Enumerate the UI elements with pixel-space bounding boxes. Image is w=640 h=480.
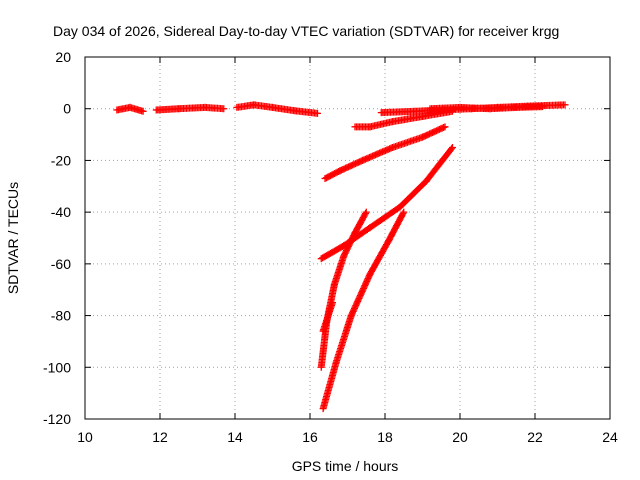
plot-frame bbox=[84, 56, 611, 420]
series-arc-6 bbox=[351, 107, 456, 131]
y-tick-label: -100 bbox=[43, 359, 71, 375]
y-tick-label: -60 bbox=[51, 256, 71, 272]
y-axis-label: SDTVAR / TECUs bbox=[5, 182, 21, 294]
data-point bbox=[448, 145, 456, 153]
data-series bbox=[113, 101, 569, 413]
data-point bbox=[449, 144, 456, 151]
data-point bbox=[362, 210, 369, 218]
series-arc-1 bbox=[113, 103, 147, 115]
y-tick-label: 20 bbox=[55, 49, 71, 65]
y-tick-label: -120 bbox=[43, 411, 71, 427]
data-point bbox=[362, 208, 370, 216]
data-point bbox=[399, 209, 407, 217]
x-tick-label: 14 bbox=[227, 429, 243, 445]
grid-lines bbox=[85, 57, 610, 419]
x-tick-label: 18 bbox=[377, 429, 393, 445]
x-tick-labels: 10 12 14 16 18 20 22 24 bbox=[77, 429, 618, 445]
data-point bbox=[220, 105, 228, 113]
data-point bbox=[139, 107, 147, 115]
y-tick-label: -20 bbox=[51, 152, 71, 168]
y-tick-labels: -120 -100 -80 -60 -40 -20 0 20 bbox=[43, 49, 71, 427]
x-tick-label: 20 bbox=[452, 429, 468, 445]
data-point bbox=[329, 299, 336, 307]
data-point bbox=[400, 208, 408, 216]
data-point bbox=[449, 107, 456, 115]
x-axis-label: GPS time / hours bbox=[292, 458, 399, 474]
data-point bbox=[539, 103, 546, 111]
y-tick-label: 0 bbox=[63, 101, 71, 117]
y-tick-label: -40 bbox=[51, 204, 71, 220]
series-arc-2 bbox=[152, 103, 228, 114]
series-arc-3 bbox=[233, 101, 321, 117]
chart-title: Day 034 of 2026, Sidereal Day-to-day VTE… bbox=[53, 23, 559, 39]
series-arc-11 bbox=[319, 208, 408, 413]
x-tick-label: 10 bbox=[77, 429, 93, 445]
x-tick-label: 24 bbox=[602, 429, 618, 445]
data-point bbox=[561, 101, 569, 109]
axis-ticks bbox=[84, 56, 611, 420]
data-point bbox=[441, 123, 449, 131]
x-tick-label: 12 bbox=[152, 429, 168, 445]
y-tick-label: -80 bbox=[51, 308, 71, 324]
data-point bbox=[314, 109, 321, 117]
series-arc-10 bbox=[319, 299, 336, 335]
series-arc-7 bbox=[321, 123, 449, 183]
x-tick-label: 16 bbox=[302, 429, 318, 445]
x-tick-label: 22 bbox=[527, 429, 543, 445]
